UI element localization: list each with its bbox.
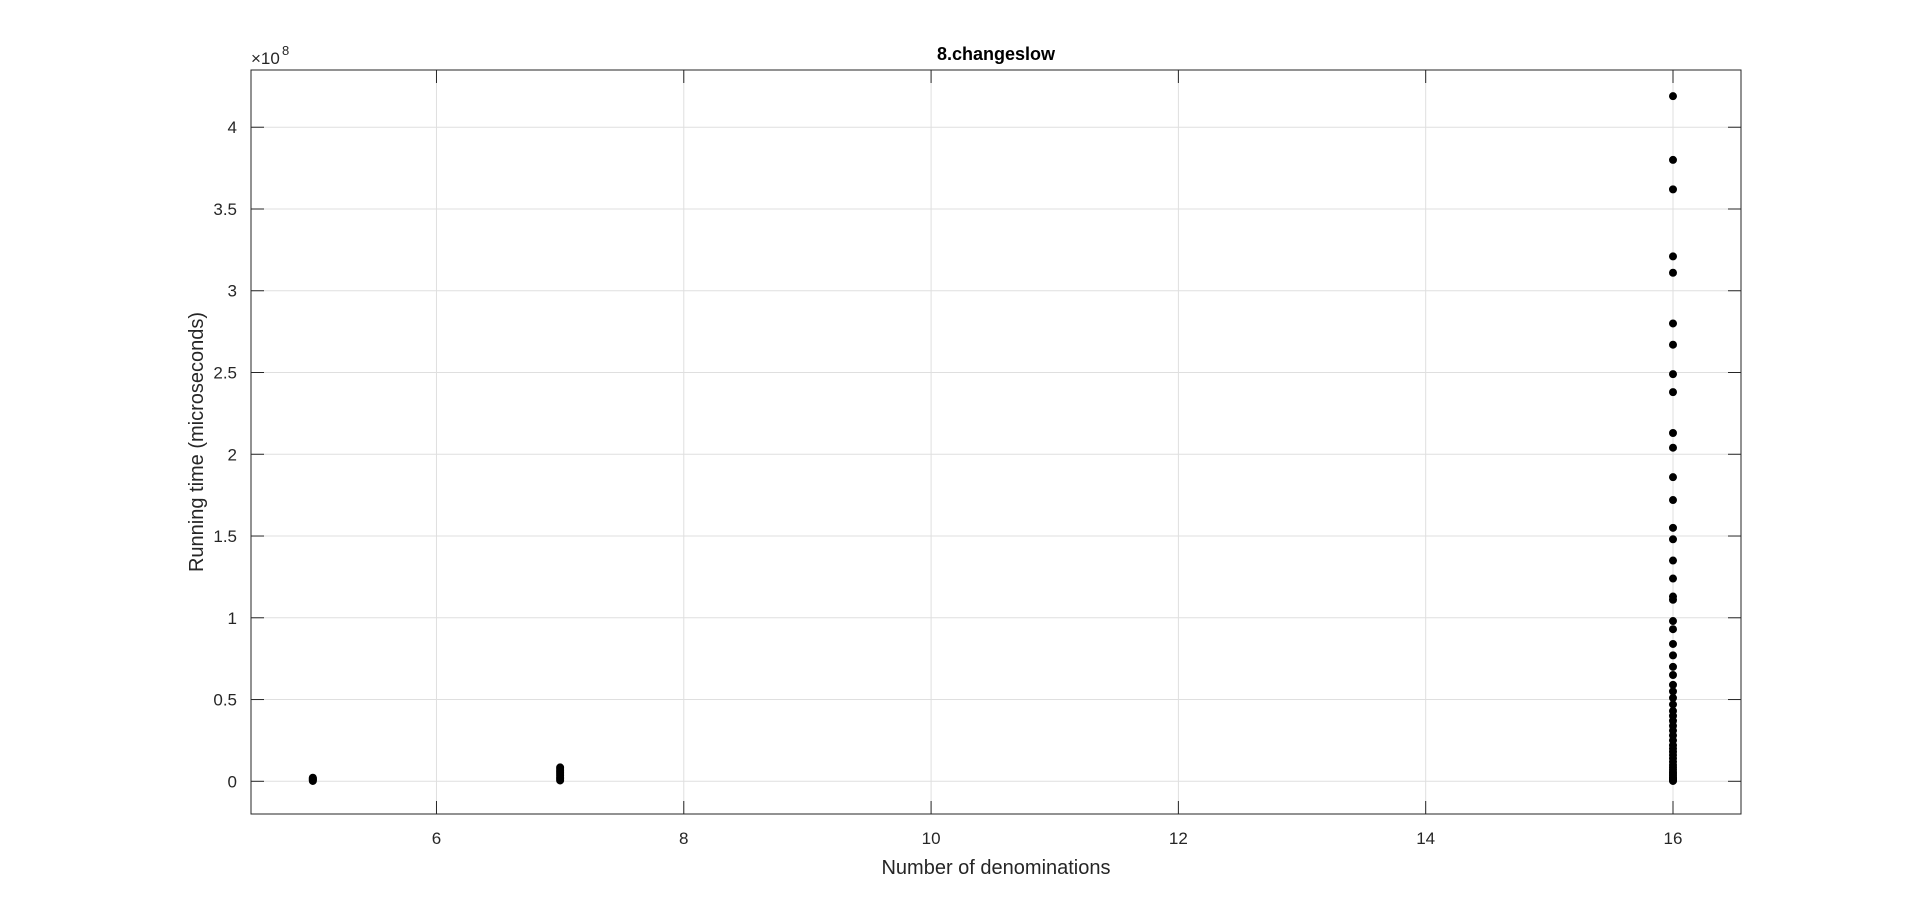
grid-lines (251, 70, 1741, 814)
data-point (1668, 340, 1677, 349)
y-tick-label: 1 (228, 609, 237, 628)
y-tick-labels: 0 0.5 1 1.5 2 2.5 3 3.5 4 (213, 118, 237, 791)
data-points (308, 92, 1677, 785)
data-point (1668, 639, 1677, 648)
data-point (1668, 155, 1677, 164)
data-point (1668, 651, 1677, 660)
data-point (1668, 473, 1677, 482)
data-point (308, 773, 317, 782)
y-tick-label: 3 (228, 282, 237, 301)
data-point (1668, 776, 1677, 785)
y-exponent-base: ×10 (251, 49, 280, 68)
y-exponent-power: 8 (282, 43, 289, 58)
data-point (1668, 671, 1677, 680)
y-exponent-label: ×10 8 (251, 43, 289, 68)
data-point (1668, 625, 1677, 634)
data-point (1668, 595, 1677, 604)
data-point (1668, 370, 1677, 379)
x-tick-label: 6 (432, 829, 441, 848)
x-tick-label: 8 (679, 829, 688, 848)
axis-ticks (251, 70, 1741, 814)
data-point (1668, 429, 1677, 438)
plot-area (251, 70, 1741, 814)
x-tick-label: 16 (1664, 829, 1683, 848)
data-point (1668, 388, 1677, 397)
data-point (1668, 556, 1677, 565)
data-point (1668, 574, 1677, 583)
x-tick-label: 10 (922, 829, 941, 848)
data-point (1668, 268, 1677, 277)
data-point (1668, 523, 1677, 532)
data-point (1668, 252, 1677, 261)
x-tick-label: 12 (1169, 829, 1188, 848)
chart-title: 8.changeslow (937, 44, 1056, 64)
y-tick-label: 0 (228, 772, 237, 791)
data-point (1668, 680, 1677, 689)
y-tick-label: 2 (228, 445, 237, 464)
data-point (1668, 617, 1677, 626)
data-point (1668, 92, 1677, 101)
data-point (1668, 693, 1677, 702)
data-point (556, 763, 565, 772)
x-tick-labels: 6 8 10 12 14 16 (432, 829, 1683, 848)
data-point (1668, 496, 1677, 505)
data-point (1668, 662, 1677, 671)
data-point (1668, 443, 1677, 452)
data-point (1668, 319, 1677, 328)
y-tick-label: 4 (228, 118, 237, 137)
x-tick-label: 14 (1416, 829, 1435, 848)
data-point (1668, 535, 1677, 544)
data-point (1668, 185, 1677, 194)
data-point (1668, 687, 1677, 696)
data-point (1668, 700, 1677, 709)
y-axis-label: Running time (microseconds) (186, 312, 208, 572)
y-tick-label: 0.5 (213, 691, 237, 710)
axes-box (250, 69, 1742, 815)
y-tick-label: 3.5 (213, 200, 237, 219)
y-tick-label: 1.5 (213, 527, 237, 546)
x-axis-label: Number of denominations (881, 857, 1110, 879)
y-tick-label: 2.5 (213, 364, 237, 383)
